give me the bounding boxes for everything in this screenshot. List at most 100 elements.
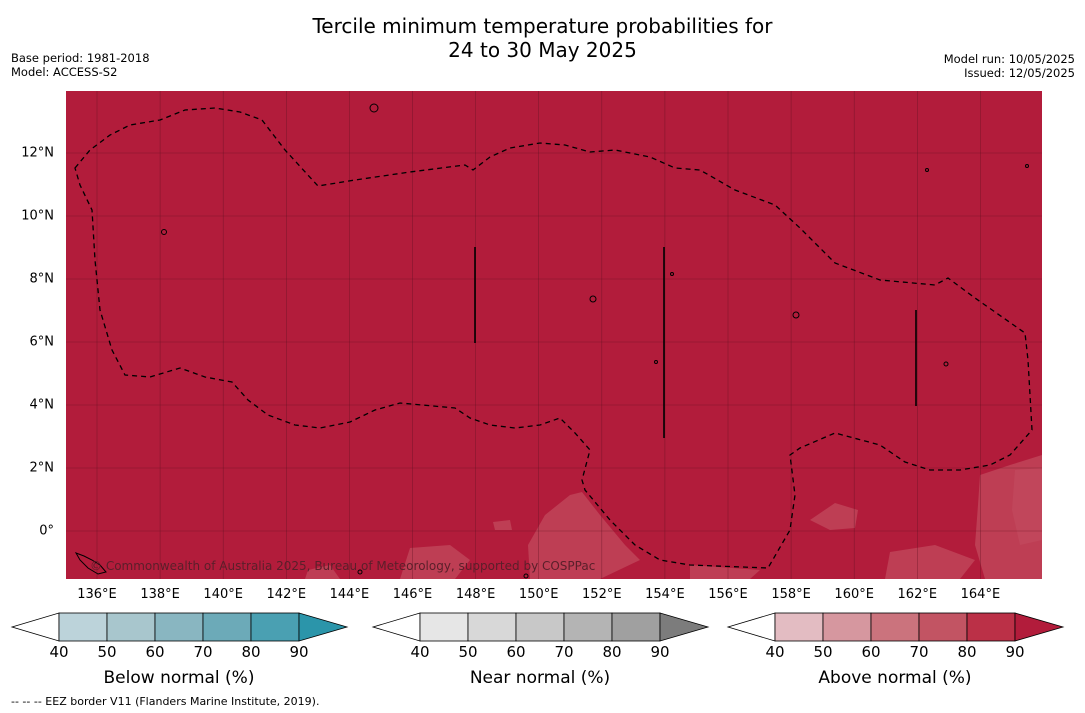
colorbar-segment (515, 612, 565, 642)
lighter-probability-patches (305, 455, 1042, 579)
colorbar-segment (250, 612, 300, 642)
title-line-2: 24 to 30 May 2025 (448, 38, 637, 62)
colorbar-tick-label: 50 (97, 643, 117, 661)
colorbar-segment (467, 612, 517, 642)
lighter-patch (528, 492, 640, 579)
colorbar-segment (563, 612, 613, 642)
colorbar (726, 612, 1065, 642)
longitude-label: 162°E (897, 587, 938, 602)
colorbar-tick-label: 40 (410, 643, 430, 661)
lighter-patch (400, 545, 470, 579)
islands (74, 103, 1029, 579)
colorbar-tick-label: 60 (145, 643, 165, 661)
longitude-label: 142°E (266, 587, 307, 602)
colorbar-segment (774, 612, 824, 642)
latitude-label: 10°N (21, 208, 54, 224)
run-info: Model run: 10/05/2025 Issued: 12/05/2025 (944, 52, 1075, 80)
colorbar-tick-label: 50 (813, 643, 833, 661)
colorbar-segment (106, 612, 156, 642)
longitude-label: 156°E (708, 587, 748, 602)
colorbar-tick-label: 60 (861, 643, 881, 661)
longitude-label: 144°E (329, 587, 370, 602)
colorbar-segment (870, 612, 920, 642)
latitude-label: 6°N (29, 334, 55, 350)
colorbar-low-extension (10, 612, 60, 642)
colorbar-low-extension (371, 612, 421, 642)
colorbar-title: Below normal (%) (103, 668, 255, 688)
longitude-label: 152°E (582, 587, 622, 602)
colorbar-segment (154, 612, 204, 642)
colorbar-tick-label: 80 (602, 643, 622, 661)
colorbar-low-extension (726, 612, 776, 642)
colorbar-tick-label: 40 (49, 643, 69, 661)
island (925, 168, 929, 172)
longitude-label: 160°E (834, 587, 874, 602)
island (161, 229, 167, 235)
colorbar-tick-label: 70 (193, 643, 213, 661)
colorbar-tick-label: 90 (650, 643, 670, 661)
colorbar-tick-label: 60 (506, 643, 526, 661)
longitude-label: 150°E (518, 587, 559, 602)
colorbar-segment (611, 612, 661, 642)
eez-footnote: -- -- -- EEZ border V11 (Flanders Marine… (11, 695, 320, 708)
latitude-label: 0° (39, 523, 54, 539)
base-period: Base period: 1981-2018 (11, 51, 150, 65)
lighter-patch (810, 503, 858, 530)
colorbar-title: Above normal (%) (818, 668, 972, 688)
colorbar-tick-label: 70 (909, 643, 929, 661)
longitude-label: 140°E (203, 587, 243, 602)
colorbar-segment (966, 612, 1016, 642)
map-gridlines (66, 91, 1042, 579)
colorbar (371, 612, 710, 642)
latitude-label: 12°N (21, 145, 54, 161)
longitude-label: 136°E (77, 587, 117, 602)
colorbar-tick-label: 90 (1005, 643, 1025, 661)
colorbar-tick-label: 70 (554, 643, 574, 661)
model-name: Model: ACCESS-S2 (11, 65, 118, 79)
island (357, 569, 363, 575)
island (670, 272, 674, 276)
longitude-label: 158°E (771, 587, 811, 602)
island (1025, 164, 1029, 168)
copyright-text: © Commonwealth of Australia 2025, Bureau… (90, 559, 595, 573)
colorbars (10, 612, 1065, 642)
colorbar-segment (202, 612, 252, 642)
lighter-patch (305, 565, 340, 579)
colorbar-segment (58, 612, 108, 642)
longitude-label: 138°E (140, 587, 180, 602)
colorbar-title: Near normal (%) (469, 668, 611, 688)
island-group (74, 552, 107, 575)
colorbar-tick-label: 80 (957, 643, 977, 661)
island (943, 361, 949, 367)
colorbar-segment (419, 612, 469, 642)
title-line-1: Tercile minimum temperature probabilitie… (312, 14, 773, 38)
colorbar-high-extension (298, 612, 349, 642)
model-info: Base period: 1981-2018 Model: ACCESS-S2 (11, 51, 150, 79)
issued-date: Issued: 12/05/2025 (964, 66, 1075, 80)
colorbar-tick-label: 40 (765, 643, 785, 661)
colorbar-segment (822, 612, 872, 642)
latitude-label: 8°N (29, 271, 55, 287)
longitude-label: 146°E (392, 587, 433, 602)
map-area (66, 91, 1042, 579)
latitude-label: 2°N (29, 460, 55, 476)
colorbar-high-extension (659, 612, 710, 642)
colorbar-segment (918, 612, 968, 642)
eez-border-line (74, 107, 1033, 569)
longitude-label: 164°E (960, 587, 1001, 602)
island (523, 573, 529, 579)
model-run-date: Model run: 10/05/2025 (943, 52, 1075, 66)
lighter-patch (1012, 468, 1042, 545)
colorbar-tick-label: 90 (289, 643, 309, 661)
colorbar (10, 612, 349, 642)
island (369, 103, 379, 113)
island (589, 295, 597, 303)
lighter-patch (493, 520, 512, 530)
colorbar-tick-label: 80 (241, 643, 261, 661)
island (654, 360, 658, 364)
longitude-label: 154°E (645, 587, 685, 602)
longitude-label: 148°E (455, 587, 496, 602)
lighter-patch (885, 545, 975, 579)
island (792, 311, 800, 319)
